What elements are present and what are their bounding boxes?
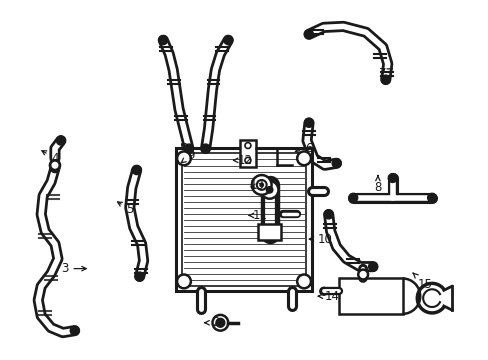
Circle shape [348, 193, 357, 202]
Circle shape [265, 186, 273, 194]
Circle shape [177, 152, 190, 165]
Circle shape [50, 164, 59, 172]
Circle shape [368, 262, 377, 271]
Circle shape [244, 143, 250, 148]
Text: 1: 1 [181, 142, 188, 155]
Circle shape [256, 180, 266, 190]
Circle shape [358, 270, 367, 279]
Circle shape [159, 36, 167, 45]
Bar [240, 140, 255, 167]
Circle shape [244, 157, 250, 163]
Text: 4: 4 [42, 150, 59, 165]
Text: 14: 14 [318, 290, 340, 303]
Text: 11: 11 [248, 209, 267, 222]
Bar [338, 278, 402, 314]
Text: 3: 3 [61, 262, 86, 275]
Circle shape [251, 175, 271, 195]
Text: 13: 13 [249, 179, 264, 192]
Circle shape [381, 75, 389, 84]
Text: 7: 7 [378, 67, 391, 80]
Bar [182, 153, 305, 286]
Circle shape [216, 318, 224, 327]
Circle shape [387, 174, 396, 183]
Circle shape [70, 326, 79, 335]
Circle shape [260, 181, 278, 199]
Circle shape [259, 183, 264, 188]
Bar [176, 148, 311, 291]
Circle shape [177, 275, 190, 288]
Bar [257, 224, 281, 240]
Circle shape [212, 315, 228, 330]
Text: 5: 5 [117, 202, 133, 216]
Text: 8: 8 [373, 176, 381, 194]
Circle shape [324, 210, 332, 219]
Circle shape [319, 287, 327, 295]
Text: 12: 12 [233, 154, 252, 167]
Circle shape [427, 193, 436, 202]
Circle shape [132, 166, 141, 175]
Circle shape [50, 160, 60, 170]
Circle shape [201, 144, 210, 153]
Text: 6: 6 [295, 142, 312, 155]
Text: 10: 10 [308, 233, 331, 246]
Circle shape [135, 272, 144, 281]
Text: 15: 15 [412, 273, 432, 291]
Circle shape [331, 159, 340, 168]
Text: 2: 2 [204, 316, 219, 329]
Circle shape [56, 136, 65, 145]
Circle shape [297, 275, 310, 288]
Text: 9: 9 [181, 149, 194, 163]
Circle shape [297, 152, 310, 165]
Circle shape [304, 30, 313, 39]
Circle shape [359, 265, 366, 273]
Circle shape [224, 36, 232, 45]
Circle shape [184, 144, 193, 153]
Circle shape [304, 118, 313, 127]
